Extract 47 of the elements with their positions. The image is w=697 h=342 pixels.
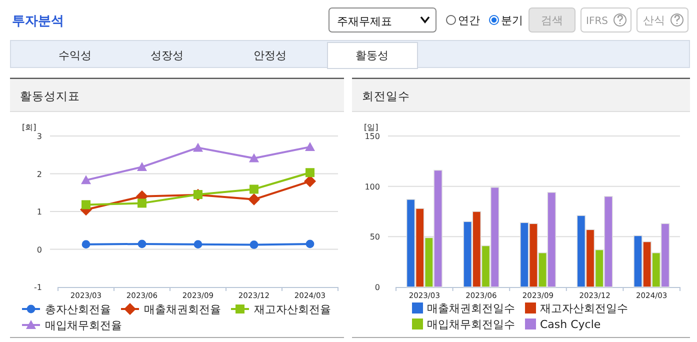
legend-label: 총자산회전율 bbox=[45, 303, 111, 316]
legend-label: 매입채무회전일수 bbox=[427, 318, 515, 331]
legend-label: Cash Cycle bbox=[540, 318, 601, 331]
point bbox=[137, 162, 147, 171]
point bbox=[305, 142, 315, 151]
y-tick-label: 3 bbox=[36, 132, 42, 141]
point bbox=[250, 240, 258, 249]
point bbox=[306, 168, 314, 178]
text: IFRS bbox=[586, 16, 608, 27]
y-axis-title: [일] bbox=[364, 123, 378, 132]
y-tick-label: 150 bbox=[364, 132, 380, 141]
y-tick-label: 50 bbox=[370, 232, 380, 242]
text: 활동성 bbox=[356, 49, 388, 62]
text: 수익성 bbox=[58, 49, 92, 62]
legend-label: 재고자산회전율 bbox=[254, 303, 331, 316]
chart-title: 회전일수 bbox=[362, 89, 410, 103]
text: 안정성 bbox=[254, 49, 286, 62]
y-tick-label: 2 bbox=[36, 170, 42, 179]
y-tick-label: 0 bbox=[36, 245, 42, 254]
point bbox=[249, 153, 259, 162]
point bbox=[250, 184, 258, 194]
legend-label: 재고자산회전일수 bbox=[540, 302, 628, 315]
point bbox=[81, 175, 91, 184]
y-tick-label: 1 bbox=[36, 208, 42, 216]
text: 성장성 bbox=[150, 49, 184, 62]
text: 투자분석 bbox=[12, 14, 64, 29]
text: 산식 bbox=[643, 14, 665, 27]
chart-title: 활동성지표 bbox=[20, 89, 80, 103]
point bbox=[138, 240, 146, 248]
point bbox=[194, 240, 202, 249]
point bbox=[306, 240, 314, 248]
point bbox=[82, 240, 90, 249]
point bbox=[248, 193, 260, 206]
text: 검색 bbox=[541, 14, 563, 27]
text: 분기 bbox=[501, 14, 523, 27]
y-tick-label: 100 bbox=[364, 182, 380, 192]
point bbox=[193, 142, 203, 152]
point bbox=[138, 198, 146, 208]
legend-label: 매출채권회전율 bbox=[144, 303, 221, 316]
text: 연간 bbox=[458, 14, 480, 27]
text: 주재무제표 bbox=[337, 15, 392, 28]
legend-label: 매입채무회전율 bbox=[45, 319, 122, 332]
y-axis-title: [회] bbox=[22, 123, 36, 132]
y-tick-label: 0 bbox=[374, 283, 380, 292]
point bbox=[82, 200, 90, 210]
y-tick-label: -1 bbox=[34, 283, 42, 292]
legend-label: 매출채권회전일수 bbox=[427, 302, 515, 315]
